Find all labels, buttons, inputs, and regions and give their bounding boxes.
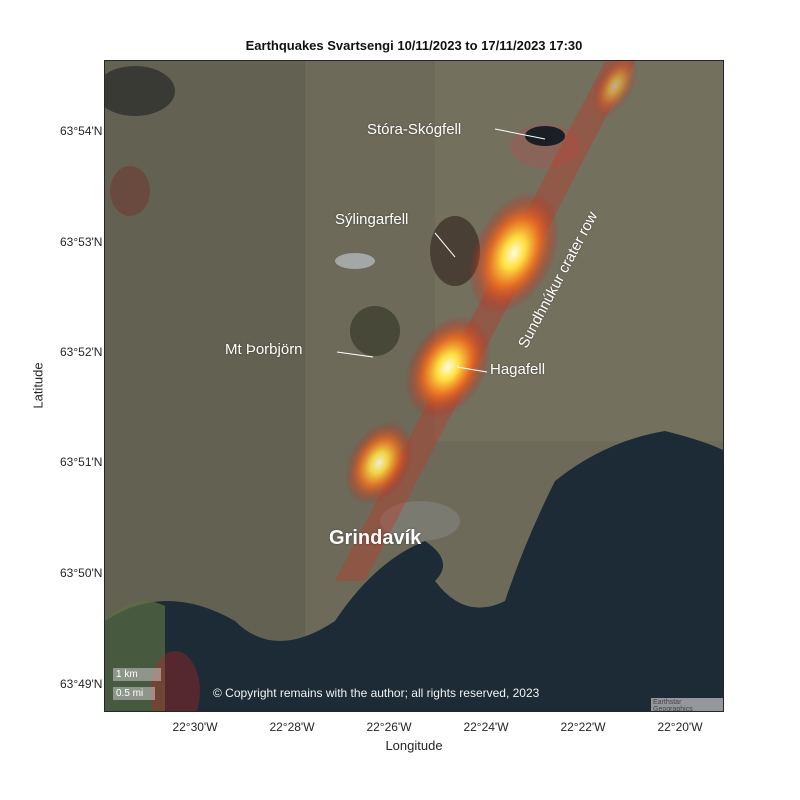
leader-line [336,351,374,358]
x-tick: 22°22'W [560,720,606,734]
map-title: Earthquakes Svartsengi 10/11/2023 to 17/… [245,38,583,53]
y-tick: 63°52'N [60,345,103,359]
x-tick: 22°20'W [657,720,703,734]
scale-bar-mi: 0.5 mi [113,687,155,700]
leader-line [494,128,546,140]
basemap-attribution: Earthstar Geographics [651,698,723,711]
y-axis-label: Latitude [30,362,46,409]
leader-line [434,232,456,258]
hotspot-middle [405,315,491,419]
label-thorbjorn: Mt Þorbjörn [225,341,303,358]
y-tick: 63°51'N [60,455,103,469]
satellite-basemap [105,61,723,711]
copyright-notice: © Copyright remains with the author; all… [213,686,540,700]
x-tick: 22°28'W [269,720,315,734]
y-tick: 63°49'N [60,677,103,691]
y-tick: 63°54'N [60,124,103,138]
leader-line [456,366,488,373]
label-stora-skogfell: Stóra-Skógfell [367,121,462,138]
hotspot-sea [150,651,200,711]
x-tick: 22°24'W [463,720,509,734]
label-sylingarfell: Sýlingarfell [335,211,409,228]
map-area[interactable]: Stóra-Skógfell Sýlingarfell Sundhnúkur c… [104,60,724,712]
scale-bar-km: 1 km [113,668,161,681]
label-hagafell: Hagafell [490,361,546,378]
y-tick: 63°53'N [60,235,103,249]
hotspot-north [468,191,560,315]
y-tick: 63°50'N [60,566,103,580]
x-axis-label: Longitude [385,738,443,753]
label-grindavik: Grindavík [329,527,422,549]
x-tick: 22°26'W [366,720,412,734]
x-tick: 22°30'W [172,720,218,734]
hotspot-far-north [591,61,639,118]
hotspot-south [344,421,414,505]
earthquake-hotspots [150,61,639,711]
